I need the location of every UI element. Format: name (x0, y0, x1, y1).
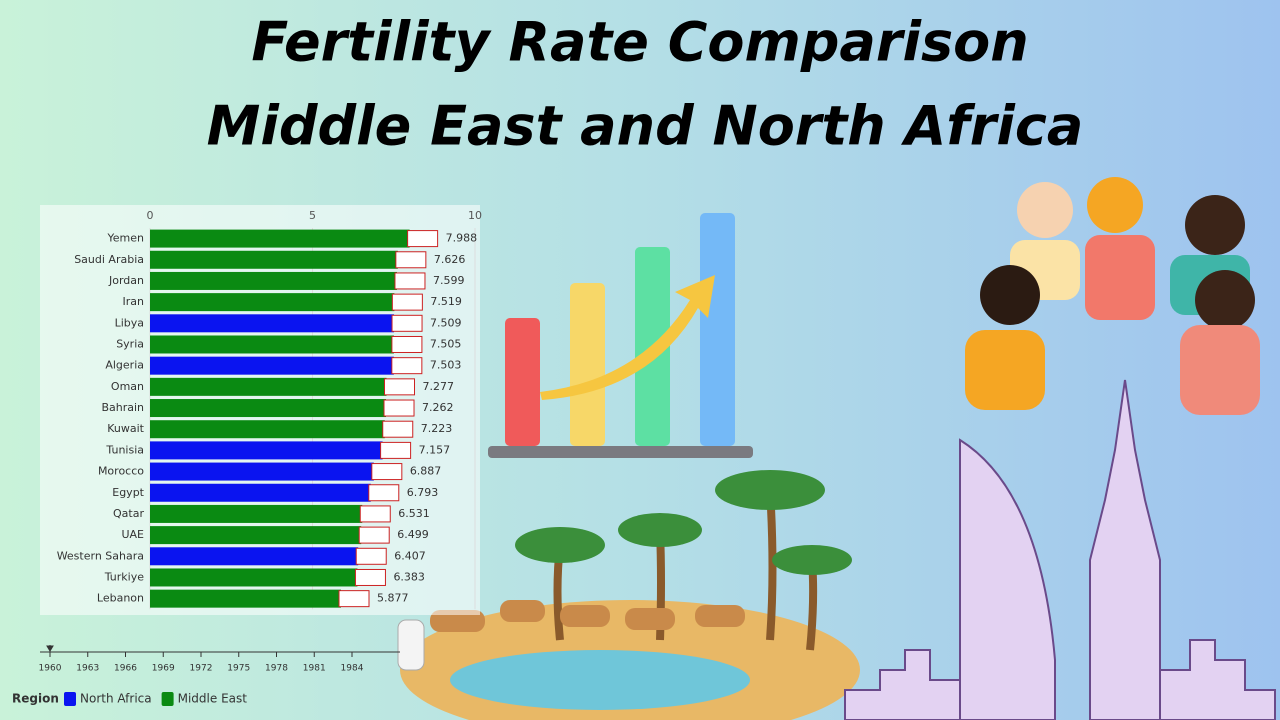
value-label: 7.519 (430, 295, 462, 308)
chart-icon (488, 213, 753, 458)
kids-illustration (965, 177, 1260, 415)
flag (395, 251, 427, 269)
flag (382, 420, 414, 438)
flag (355, 547, 387, 565)
skyline-illustration (844, 379, 1276, 720)
value-label: 6.499 (397, 528, 429, 541)
flag (391, 335, 423, 353)
bar (150, 568, 358, 587)
value-label: 6.383 (393, 570, 425, 583)
category-label: Saudi Arabia (74, 253, 144, 266)
category-label: Jordan (108, 274, 144, 287)
value-label: 6.887 (410, 465, 442, 478)
flag (358, 526, 390, 544)
category-label: Syria (116, 337, 144, 350)
timeline-tick-label: 1969 (152, 664, 175, 674)
title-line: Fertility Rate Comparison (251, 11, 1028, 74)
timeline-tick-label: 1963 (76, 664, 99, 674)
bar (150, 504, 363, 523)
flag (371, 463, 403, 481)
flag (354, 568, 386, 586)
flag (359, 505, 391, 523)
flag (384, 378, 416, 396)
bar (150, 356, 394, 375)
category-label: Turkiye (104, 570, 144, 583)
category-label: Yemen (107, 232, 145, 245)
bar (150, 483, 371, 502)
bar (150, 377, 387, 396)
category-label: Kuwait (107, 422, 144, 435)
timeline-tick-label: 1978 (265, 664, 288, 674)
timeline-tick-label: 1966 (114, 664, 137, 674)
category-label: UAE (121, 528, 144, 541)
bar (150, 335, 394, 354)
bar (150, 441, 383, 460)
value-label: 6.793 (407, 486, 439, 499)
category-label: Libya (115, 316, 144, 329)
legend-swatch (161, 692, 174, 706)
flag (368, 484, 400, 502)
category-label: Western Sahara (57, 549, 144, 562)
bar (150, 314, 395, 333)
category-label: Tunisia (105, 443, 144, 456)
bar (150, 547, 359, 566)
category-label: Bahrain (101, 401, 144, 414)
flag (380, 441, 412, 459)
title-line: Middle East and North Africa (207, 95, 1084, 158)
flag (407, 230, 439, 248)
flag (391, 357, 423, 375)
bar (150, 229, 410, 248)
x-tick-label: 5 (309, 209, 316, 222)
bar (150, 526, 362, 545)
timeline-tick-label: 1960 (39, 664, 62, 674)
bar (150, 293, 395, 312)
legend-label: North Africa (80, 692, 152, 706)
timeline-tick-label: 1972 (190, 664, 213, 674)
value-label: 6.407 (394, 549, 426, 562)
timeline-tick-label: 1981 (303, 664, 326, 674)
value-label: 7.626 (434, 253, 466, 266)
flag (391, 314, 423, 332)
category-label: Lebanon (97, 592, 144, 605)
flag (394, 272, 426, 290)
category-label: Qatar (113, 507, 144, 520)
x-tick-label: 10 (468, 209, 482, 222)
value-label: 7.262 (422, 401, 454, 414)
flag (338, 590, 370, 608)
value-label: 7.988 (446, 232, 478, 245)
category-label: Iran (123, 295, 145, 308)
value-label: 7.503 (430, 359, 462, 372)
bar (150, 271, 397, 290)
bar (150, 589, 342, 608)
value-label: 7.157 (419, 443, 451, 456)
category-label: Oman (111, 380, 144, 393)
value-label: 7.277 (423, 380, 455, 393)
value-label: 7.509 (430, 316, 462, 329)
category-label: Algeria (105, 359, 144, 372)
category-label: Morocco (98, 465, 144, 478)
bar (150, 250, 398, 269)
value-label: 5.877 (377, 592, 409, 605)
legend-title: Region (12, 692, 59, 706)
value-label: 7.223 (421, 422, 453, 435)
bar-chart: 0 5 10 Yemen Saudi Arabia Jordan Iran Libya Syri… (12, 205, 482, 706)
oasis-illustration (397, 470, 860, 720)
x-tick-label: 0 (147, 209, 154, 222)
legend-label: Middle East (178, 692, 248, 706)
timeline-tick-label: 1984 (341, 664, 364, 674)
bar (150, 399, 387, 418)
value-label: 7.599 (433, 274, 465, 287)
legend-swatch (64, 692, 76, 706)
timeline-tick-label: 1975 (227, 664, 250, 674)
category-label: Egypt (112, 486, 144, 499)
value-label: 6.531 (398, 507, 430, 520)
flag (383, 399, 415, 417)
flag (391, 293, 423, 311)
value-label: 7.505 (430, 337, 462, 350)
bar (150, 462, 374, 481)
bar (150, 420, 385, 439)
timeline-marker (46, 645, 54, 652)
